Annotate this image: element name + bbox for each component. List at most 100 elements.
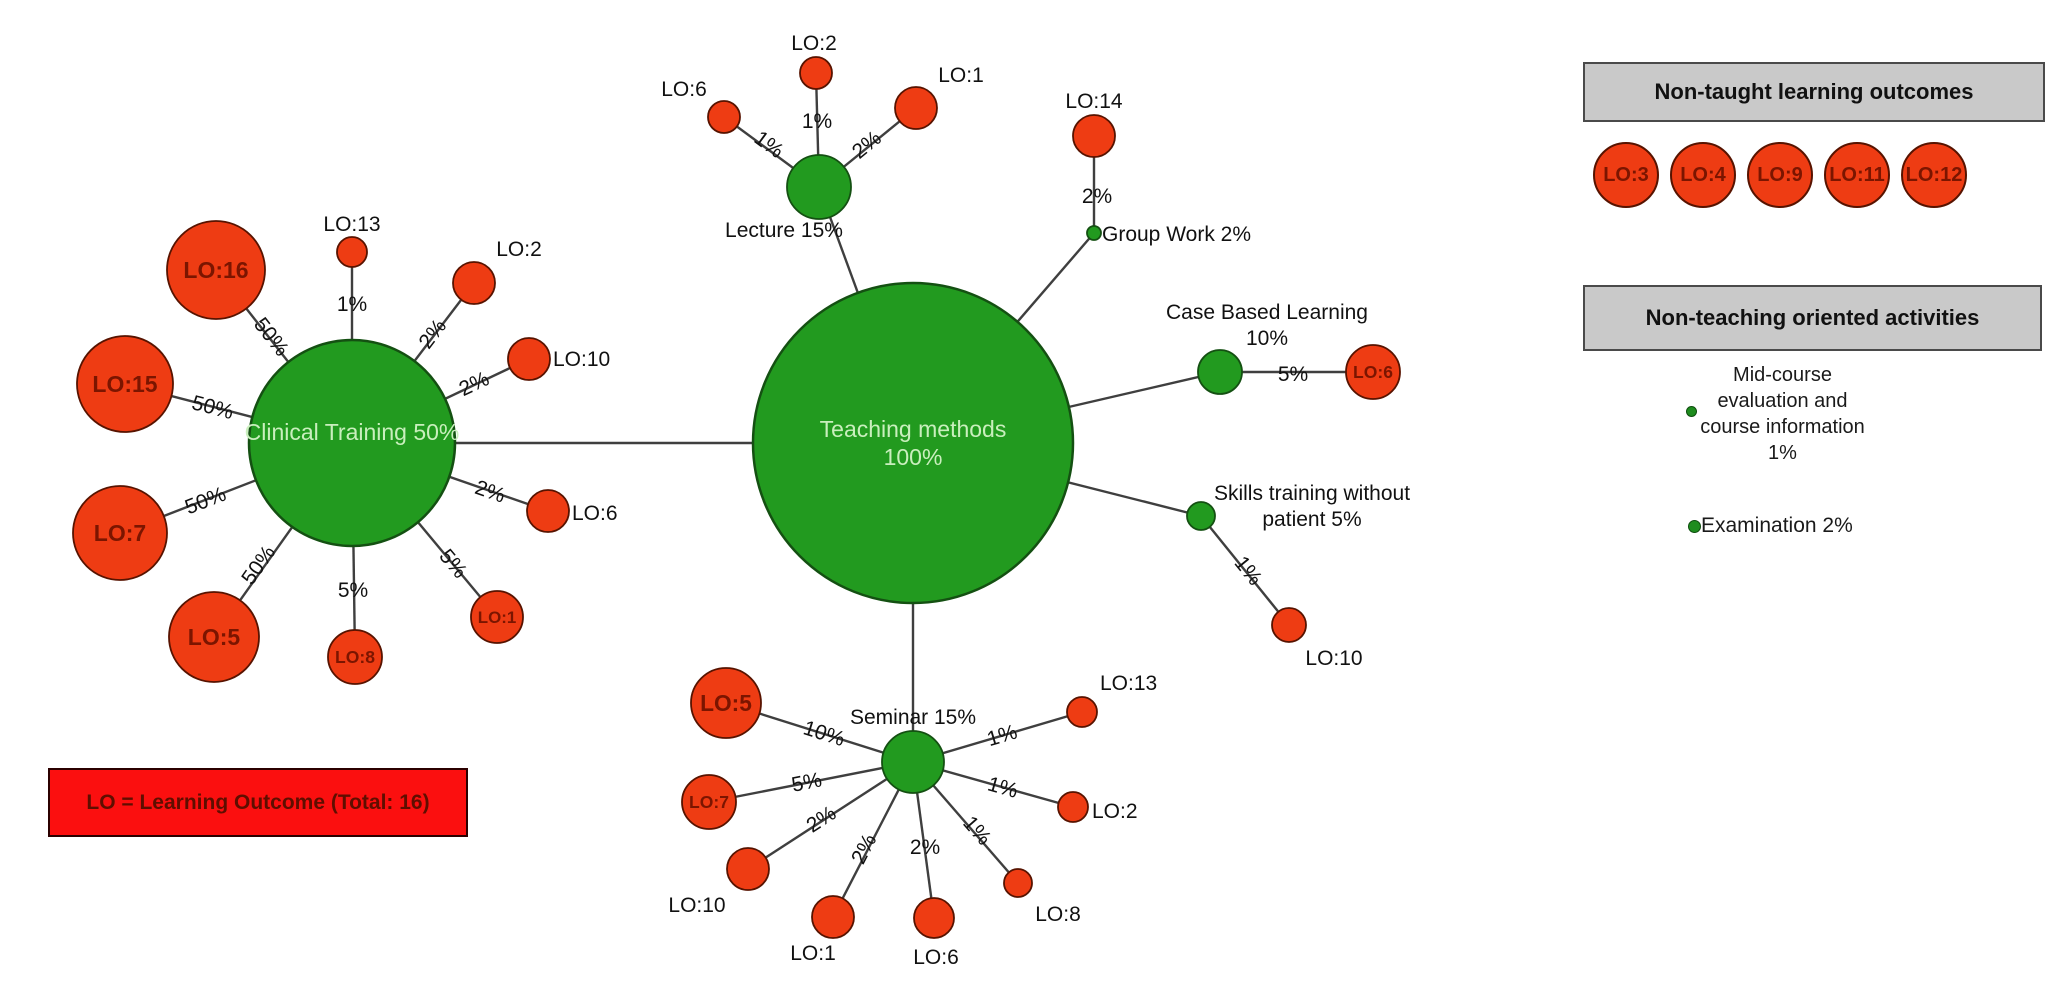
edge-percentage-label: 2% bbox=[472, 476, 508, 508]
node-c8 bbox=[327, 629, 383, 685]
mid-course-label-line: evaluation and bbox=[1717, 390, 1848, 412]
node-m2 bbox=[1057, 791, 1089, 823]
mid-course-evaluation-label: Mid-course evaluation and course informati… bbox=[1660, 362, 1905, 466]
node-label-s10: LO:10 bbox=[1305, 647, 1362, 670]
legend-lo-circle: LO:3 bbox=[1593, 142, 1659, 208]
non-teaching-activities-header: Non-teaching oriented activities bbox=[1583, 285, 2042, 351]
node-label-t1: LO:1 bbox=[938, 64, 984, 87]
node-c2 bbox=[452, 261, 496, 305]
node-label-m6: LO:6 bbox=[913, 946, 959, 969]
node-c7 bbox=[72, 485, 168, 581]
lo-definition-note: LO = Learning Outcome (Total: 16) bbox=[48, 768, 468, 837]
node-c16 bbox=[166, 220, 266, 320]
mid-course-label-line: course information bbox=[1700, 416, 1865, 438]
examination-node-dot bbox=[1688, 520, 1701, 533]
node-label-seminar: Seminar 15% bbox=[850, 706, 976, 729]
node-label-cbl: 10% bbox=[1246, 327, 1288, 350]
node-s10 bbox=[1271, 607, 1307, 643]
node-label-c10: LO:10 bbox=[553, 348, 610, 371]
node-clinical bbox=[247, 338, 457, 548]
node-m7 bbox=[681, 774, 737, 830]
node-c10 bbox=[507, 337, 551, 381]
node-label-m10: LO:10 bbox=[668, 894, 725, 917]
edge-percentage-label: 2% bbox=[847, 830, 881, 868]
edge-s10-skills bbox=[1200, 515, 1290, 626]
node-t1 bbox=[894, 86, 938, 130]
non-teaching-activities-title: Non-teaching oriented activities bbox=[1645, 305, 1980, 330]
legend-lo-circle: LO:9 bbox=[1747, 142, 1813, 208]
edge-percentage-label: 1% bbox=[802, 110, 832, 133]
node-groupwork bbox=[1086, 225, 1102, 241]
node-label-c13: LO:13 bbox=[323, 213, 380, 236]
node-label-m13: LO:13 bbox=[1100, 672, 1157, 695]
node-label-teaching: Teaching methods bbox=[820, 416, 1007, 442]
node-c13 bbox=[336, 236, 368, 268]
node-m1 bbox=[811, 895, 855, 939]
node-label-skills: patient 5% bbox=[1262, 508, 1361, 531]
edge-percentage-label: 10% bbox=[800, 717, 847, 752]
edge-percentage-label: 2% bbox=[910, 836, 940, 859]
edge-percentage-label: 2% bbox=[802, 802, 840, 838]
node-label-t2: LO:2 bbox=[791, 32, 837, 55]
node-skills bbox=[1186, 501, 1216, 531]
edge-percentage-label: 1% bbox=[337, 293, 367, 316]
node-m6 bbox=[913, 897, 955, 939]
node-label-c15: LO:15 bbox=[92, 371, 157, 397]
node-label-skills: Skills training without bbox=[1214, 482, 1410, 505]
node-t14 bbox=[1072, 114, 1116, 158]
node-label-c2: LO:2 bbox=[496, 238, 542, 261]
node-m5 bbox=[690, 667, 762, 739]
edge-percentage-label: 5% bbox=[1278, 363, 1308, 386]
node-label-groupwork: Group Work 2% bbox=[1102, 223, 1251, 246]
edge-percentage-label: 50% bbox=[237, 541, 280, 589]
edge-percentage-label: 5% bbox=[434, 545, 471, 583]
node-label-cbl: Case Based Learning bbox=[1166, 301, 1368, 324]
node-c6 bbox=[526, 489, 570, 533]
legend-lo-circle: LO:12 bbox=[1901, 142, 1967, 208]
node-label-cb6: LO:6 bbox=[1353, 362, 1393, 382]
node-t6 bbox=[707, 100, 741, 134]
node-label-clinical: Clinical Training 50% bbox=[245, 419, 460, 445]
mid-course-label-line: Mid-course bbox=[1733, 364, 1832, 386]
edge-m10-seminar bbox=[747, 760, 914, 871]
legend-lo-circle: LO:4 bbox=[1670, 142, 1736, 208]
node-c1 bbox=[470, 590, 524, 644]
examination-label: Examination 2% bbox=[1701, 514, 1853, 537]
node-label-c8: LO:8 bbox=[335, 647, 375, 667]
non-taught-outcomes-title: Non-taught learning outcomes bbox=[1654, 79, 1974, 104]
edge-percentage-label: 1% bbox=[985, 773, 1020, 803]
lo-definition-text: LO = Learning Outcome (Total: 16) bbox=[86, 790, 430, 814]
node-label-m1: LO:1 bbox=[790, 942, 836, 965]
mid-course-node-dot bbox=[1686, 406, 1697, 417]
node-label-teaching: 100% bbox=[884, 444, 943, 470]
node-label-c7: LO:7 bbox=[94, 520, 146, 546]
node-cbl bbox=[1197, 349, 1243, 395]
non-taught-lo-list: LO:3 LO:4 LO:9 LO:11 LO:12 bbox=[1593, 142, 1967, 208]
node-lecture bbox=[786, 154, 852, 220]
edge-percentage-label: 50% bbox=[182, 483, 230, 520]
node-m10 bbox=[726, 847, 770, 891]
node-label-m7: LO:7 bbox=[689, 792, 729, 812]
edge-percentage-label: 1% bbox=[750, 127, 788, 164]
node-label-t14: LO:14 bbox=[1065, 90, 1123, 113]
node-label-t6: LO:6 bbox=[661, 78, 707, 101]
edge-percentage-label: 1% bbox=[984, 720, 1020, 751]
node-c15 bbox=[76, 335, 174, 433]
mid-course-label-line: 1% bbox=[1768, 442, 1797, 464]
edge-percentage-label: 5% bbox=[338, 579, 368, 602]
node-label-c16: LO:16 bbox=[183, 257, 248, 283]
node-label-c6: LO:6 bbox=[572, 502, 618, 525]
node-label-c1: LO:1 bbox=[478, 608, 516, 627]
node-seminar bbox=[881, 730, 945, 794]
edge-m7-seminar bbox=[708, 760, 914, 804]
node-t2 bbox=[799, 56, 833, 90]
edge-percentage-label: 2% bbox=[1082, 185, 1112, 208]
node-label-m2: LO:2 bbox=[1092, 800, 1138, 823]
edge-percentage-label: 50% bbox=[189, 391, 235, 424]
node-label-m5: LO:5 bbox=[700, 690, 752, 716]
edge-percentage-label: 1% bbox=[958, 812, 995, 850]
node-label-lecture: Lecture 15% bbox=[725, 219, 843, 242]
node-teaching bbox=[751, 281, 1075, 605]
